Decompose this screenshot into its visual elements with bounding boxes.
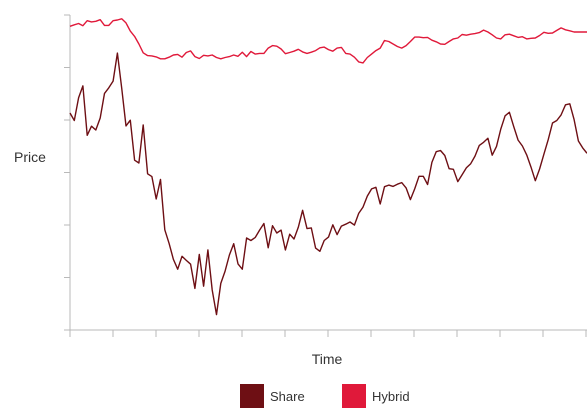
legend-label-hybrid: Hybrid (372, 389, 410, 404)
series-lines (69, 18, 587, 316)
series-line-share (69, 52, 587, 316)
legend-swatch-share (240, 384, 264, 408)
x-axis-title: Time (312, 351, 343, 367)
legend-label-share: Share (270, 389, 305, 404)
axis-ticks (64, 14, 587, 337)
series-line-hybrid (69, 18, 587, 64)
legend: Share Hybrid (240, 384, 410, 408)
y-axis-title: Price (14, 149, 46, 165)
legend-swatch-hybrid (342, 384, 366, 408)
